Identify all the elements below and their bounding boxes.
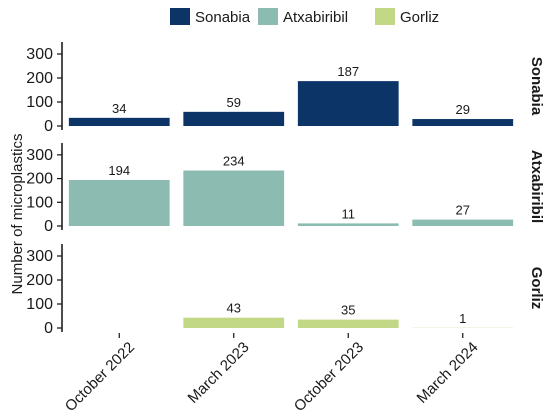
panel-sonabia: 0 100 200 300 34 59 187 29 Sonabia <box>26 42 545 135</box>
legend-item-gorliz: Gorliz <box>375 8 439 26</box>
bar-atxabiribil-march-2023 <box>183 170 285 226</box>
data-label-gorliz-october-2023: 35 <box>341 303 355 318</box>
legend: Sonabia Atxabiribil Gorliz <box>170 8 439 26</box>
x-axis: October 2022 March 2023 October 2023 March … <box>62 333 482 415</box>
data-label-sonabia-march-2023: 59 <box>227 95 241 110</box>
legend-item-atxabiribil: Atxabiribil <box>258 8 348 26</box>
x-tick-label-march-2024: March 2024 <box>414 339 482 407</box>
y-tick-label: 100 <box>26 194 53 211</box>
x-tick-label-october-2022: October 2022 <box>62 339 138 415</box>
facet-label-gorliz: Gorliz <box>528 267 545 310</box>
x-tick-label-march-2023: March 2023 <box>185 339 253 407</box>
x-tick-label-october-2023: October 2023 <box>291 339 367 415</box>
bar-atxabiribil-october-2022 <box>68 179 170 226</box>
data-label-atxabiribil-march-2024: 27 <box>456 203 470 218</box>
y-tick-label: 0 <box>44 118 53 135</box>
bar-gorliz-october-2023 <box>297 319 399 328</box>
facet-label-sonabia: Sonabia <box>528 57 545 116</box>
legend-swatch-sonabia <box>170 8 190 25</box>
data-label-gorliz-march-2023: 43 <box>227 301 241 316</box>
facet-panels: 0 100 200 300 34 59 187 29 Sonabia 0 100 200 300 194 2… <box>26 42 545 337</box>
legend-label-atxabiribil: Atxabiribil <box>283 9 348 26</box>
y-axis-title: Number of microplastics <box>9 134 26 295</box>
data-label-atxabiribil-october-2022: 194 <box>108 163 130 178</box>
y-tick-label: 200 <box>26 70 53 87</box>
bar-sonabia-march-2024 <box>412 119 514 126</box>
data-label-atxabiribil-october-2023: 11 <box>342 206 356 221</box>
legend-item-sonabia: Sonabia <box>170 8 251 26</box>
legend-label-sonabia: Sonabia <box>195 9 251 26</box>
y-tick-label: 300 <box>26 248 53 265</box>
data-label-sonabia-march-2024: 29 <box>456 102 470 117</box>
y-tick-label: 100 <box>26 94 53 111</box>
y-tick-label: 0 <box>44 218 53 235</box>
data-label-sonabia-october-2022: 34 <box>112 101 126 116</box>
y-tick-label: 200 <box>26 171 53 188</box>
legend-label-gorliz: Gorliz <box>400 9 439 26</box>
bar-atxabiribil-march-2024 <box>412 219 514 226</box>
y-tick-label: 100 <box>26 296 53 313</box>
panel-gorliz: 0 100 200 300 43 35 1 Gorliz <box>26 244 545 337</box>
y-tick-label: 200 <box>26 272 53 289</box>
data-label-sonabia-october-2023: 187 <box>337 64 359 79</box>
panel-atxabiribil: 0 100 200 300 194 234 11 27 Atxabiribil <box>26 143 545 235</box>
data-label-atxabiribil-march-2023: 234 <box>223 154 245 169</box>
legend-swatch-gorliz <box>375 8 395 25</box>
bar-atxabiribil-october-2023 <box>297 223 399 226</box>
y-tick-label: 300 <box>26 46 53 63</box>
data-label-gorliz-march-2024: 1 <box>459 311 466 326</box>
y-tick-label: 300 <box>26 147 53 164</box>
y-tick-label: 0 <box>44 320 53 337</box>
facet-label-atxabiribil: Atxabiribil <box>528 150 545 223</box>
bar-gorliz-march-2023 <box>183 317 285 328</box>
bar-sonabia-october-2023 <box>297 81 399 126</box>
legend-swatch-atxabiribil <box>258 8 278 25</box>
bar-sonabia-october-2022 <box>68 117 170 126</box>
bar-sonabia-march-2023 <box>183 111 285 126</box>
